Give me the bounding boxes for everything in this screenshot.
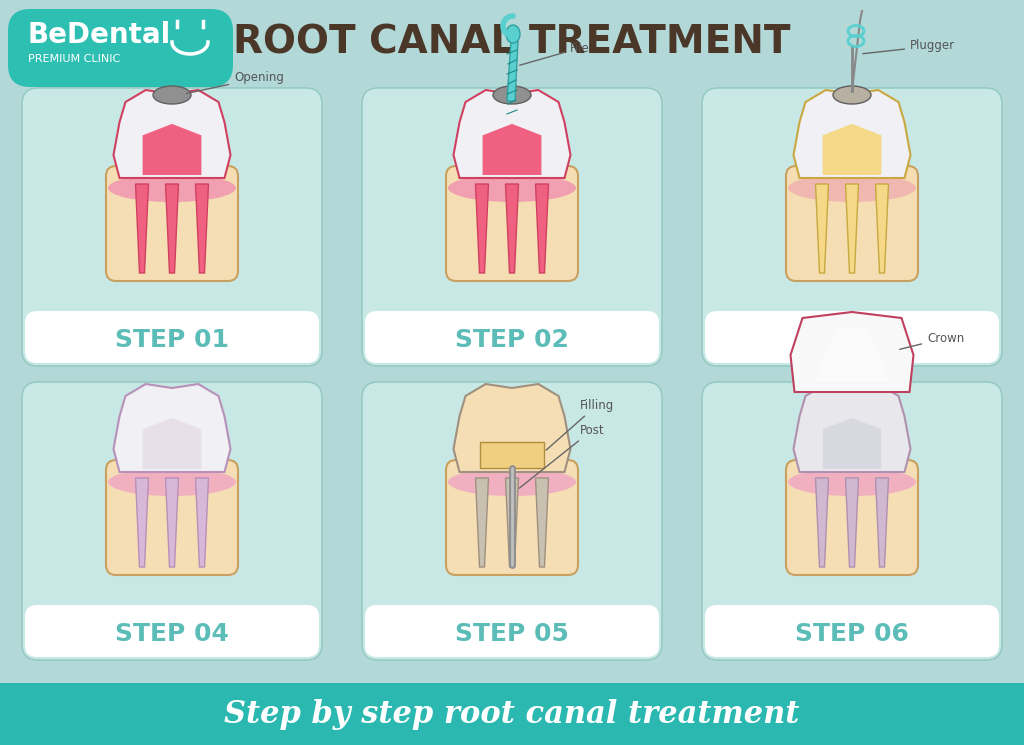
- Ellipse shape: [493, 86, 531, 104]
- Text: STEP 06: STEP 06: [795, 622, 909, 646]
- Text: File: File: [519, 42, 590, 66]
- FancyBboxPatch shape: [25, 605, 319, 657]
- Text: Crown: Crown: [900, 332, 965, 349]
- Text: Post: Post: [519, 423, 604, 488]
- Polygon shape: [794, 90, 910, 178]
- Ellipse shape: [506, 25, 520, 43]
- Polygon shape: [454, 384, 570, 472]
- Polygon shape: [114, 384, 230, 472]
- Text: PREMIUM CLINIC: PREMIUM CLINIC: [28, 54, 120, 64]
- Polygon shape: [876, 184, 889, 273]
- Ellipse shape: [108, 468, 236, 496]
- Text: STEP 05: STEP 05: [455, 622, 569, 646]
- Polygon shape: [846, 184, 858, 273]
- Polygon shape: [142, 418, 202, 469]
- FancyBboxPatch shape: [22, 88, 322, 366]
- FancyBboxPatch shape: [25, 311, 319, 363]
- FancyBboxPatch shape: [362, 382, 662, 660]
- Text: BeDental: BeDental: [28, 21, 171, 49]
- FancyBboxPatch shape: [705, 605, 999, 657]
- Polygon shape: [480, 442, 544, 468]
- Polygon shape: [142, 124, 202, 175]
- Ellipse shape: [788, 174, 916, 202]
- Text: STEP 03: STEP 03: [795, 328, 909, 352]
- Ellipse shape: [449, 174, 575, 202]
- Ellipse shape: [833, 86, 871, 104]
- Ellipse shape: [108, 174, 236, 202]
- Polygon shape: [846, 478, 858, 567]
- Polygon shape: [475, 184, 488, 273]
- Polygon shape: [536, 478, 549, 567]
- Ellipse shape: [153, 86, 191, 104]
- Text: STEP 01: STEP 01: [115, 328, 229, 352]
- Polygon shape: [196, 184, 209, 273]
- Polygon shape: [815, 184, 828, 273]
- Polygon shape: [114, 90, 230, 178]
- Polygon shape: [166, 478, 178, 567]
- FancyBboxPatch shape: [702, 88, 1002, 366]
- FancyBboxPatch shape: [446, 166, 578, 281]
- Text: Plugger: Plugger: [863, 39, 955, 54]
- Text: STEP 04: STEP 04: [115, 622, 229, 646]
- FancyBboxPatch shape: [702, 382, 1002, 660]
- FancyBboxPatch shape: [446, 460, 578, 575]
- Ellipse shape: [449, 468, 575, 496]
- FancyBboxPatch shape: [8, 9, 233, 87]
- Polygon shape: [794, 384, 910, 472]
- Ellipse shape: [788, 468, 916, 496]
- FancyBboxPatch shape: [106, 460, 238, 575]
- Polygon shape: [507, 41, 518, 101]
- Text: Filling: Filling: [546, 399, 614, 450]
- Polygon shape: [196, 478, 209, 567]
- Polygon shape: [822, 124, 882, 175]
- Polygon shape: [482, 124, 542, 175]
- FancyBboxPatch shape: [365, 605, 659, 657]
- FancyBboxPatch shape: [22, 382, 322, 660]
- Polygon shape: [506, 478, 518, 567]
- Polygon shape: [822, 418, 882, 469]
- Polygon shape: [482, 418, 542, 469]
- Polygon shape: [135, 184, 148, 273]
- FancyBboxPatch shape: [705, 311, 999, 363]
- Polygon shape: [475, 478, 488, 567]
- FancyBboxPatch shape: [362, 88, 662, 366]
- Text: STEP 02: STEP 02: [455, 328, 569, 352]
- Polygon shape: [135, 478, 148, 567]
- FancyBboxPatch shape: [106, 166, 238, 281]
- Polygon shape: [876, 478, 889, 567]
- FancyBboxPatch shape: [786, 166, 918, 281]
- Polygon shape: [166, 184, 178, 273]
- Text: ROOT CANAL TREATMENT: ROOT CANAL TREATMENT: [233, 23, 791, 61]
- Polygon shape: [506, 184, 518, 273]
- Polygon shape: [814, 328, 890, 382]
- FancyBboxPatch shape: [365, 311, 659, 363]
- FancyBboxPatch shape: [786, 460, 918, 575]
- Bar: [0, 683, 1024, 745]
- Text: Step by step root canal treatment: Step by step root canal treatment: [224, 699, 800, 729]
- Polygon shape: [815, 478, 828, 567]
- Text: Opening: Opening: [186, 72, 284, 93]
- Polygon shape: [454, 90, 570, 178]
- Polygon shape: [791, 312, 913, 392]
- Polygon shape: [536, 184, 549, 273]
